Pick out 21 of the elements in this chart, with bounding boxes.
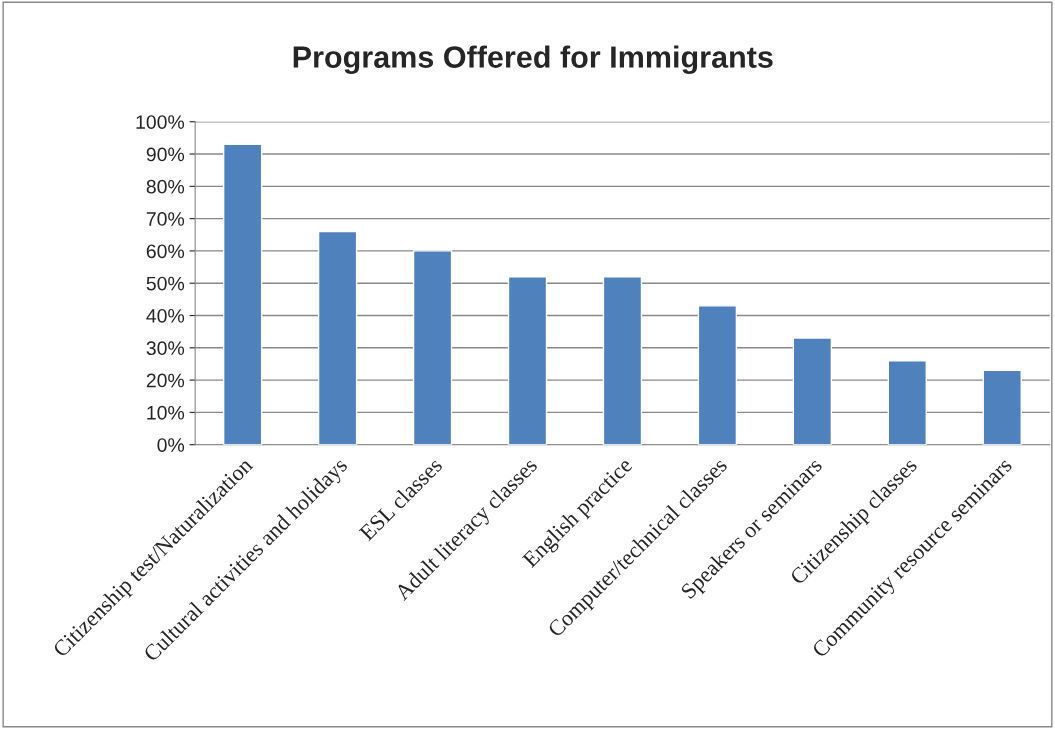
bar (317, 230, 358, 445)
y-tick-label: 50% (146, 276, 185, 291)
bar (697, 305, 738, 445)
y-tick-label: 30% (146, 341, 185, 356)
bar (412, 250, 453, 445)
y-tick-label: 70% (146, 212, 185, 226)
bar (602, 276, 643, 445)
y-tick-label: 10% (147, 405, 185, 420)
bar (507, 276, 548, 445)
y-tick-label: 40% (146, 308, 185, 323)
y-tick-label: 100% (136, 115, 185, 129)
bar (887, 360, 927, 445)
bar (982, 369, 1022, 445)
y-tick-label: 80% (146, 179, 185, 194)
y-tick-label: 90% (146, 147, 185, 162)
bar (792, 337, 833, 445)
chart-title: Programs Offered for Immigrants (293, 45, 773, 75)
bar (222, 143, 263, 445)
y-tick-label: 60% (146, 244, 185, 259)
y-tick-label: 20% (146, 373, 185, 388)
y-tick-label: 0% (157, 438, 185, 452)
